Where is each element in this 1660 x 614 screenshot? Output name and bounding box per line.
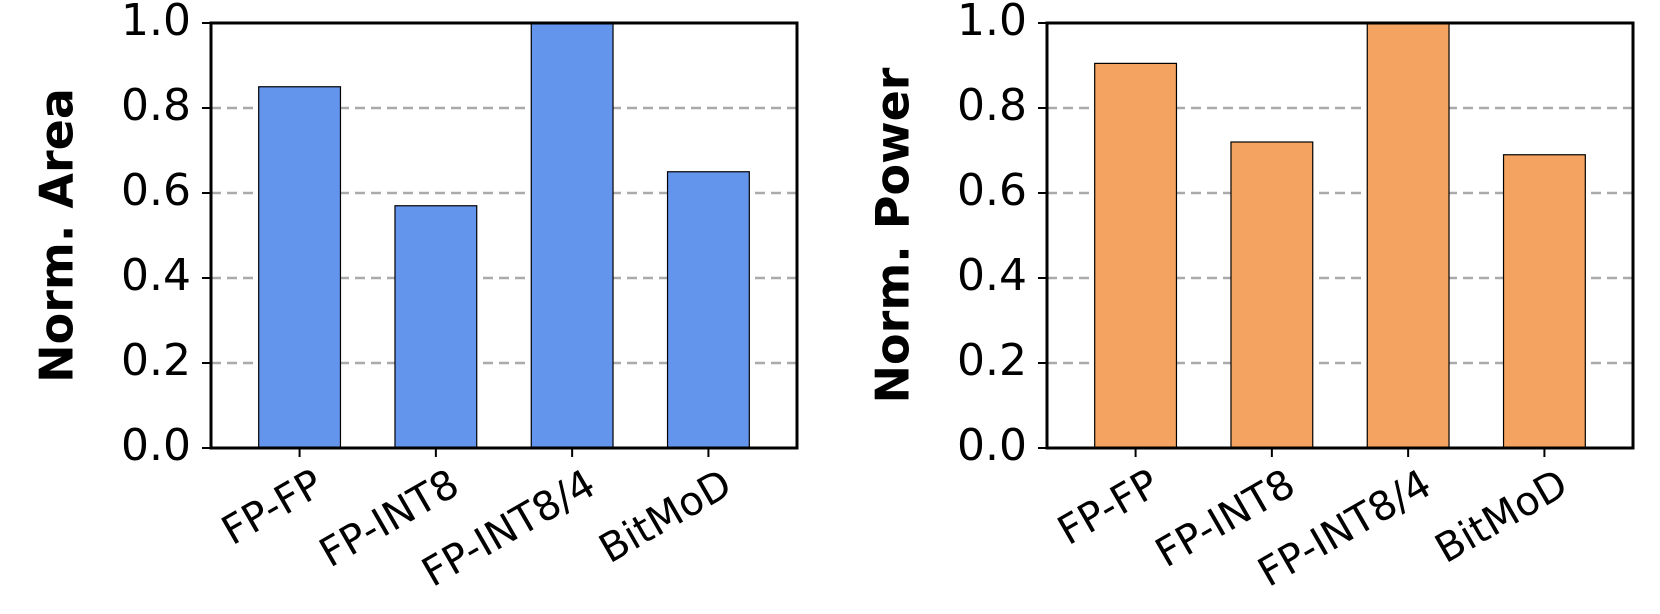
bar <box>1230 141 1314 449</box>
bar <box>1366 22 1450 449</box>
bar <box>1502 154 1586 449</box>
chart: 0.00.20.40.60.81.0FP-FPFP-INT8FP-INT8/4B… <box>866 0 1635 596</box>
bar <box>666 171 750 449</box>
y-axis-label: Norm. Power <box>866 67 920 403</box>
y-tick-label: 1.0 <box>957 0 1027 46</box>
y-axis-label: Norm. Area <box>30 88 84 383</box>
chart: 0.00.20.40.60.81.0FP-FPFP-INT8FP-INT8/4B… <box>30 0 799 596</box>
y-tick-label: 0.6 <box>121 165 191 216</box>
bar <box>394 205 478 449</box>
x-tick-label: BitMoD <box>1428 461 1576 573</box>
y-tick-label: 0.4 <box>121 250 191 301</box>
y-tick-label: 0.2 <box>957 335 1027 386</box>
y-tick-label: 0.0 <box>957 420 1027 471</box>
y-tick-label: 0.4 <box>957 250 1027 301</box>
x-tick-label: BitMoD <box>592 461 740 573</box>
y-tick-label: 0.8 <box>957 80 1027 131</box>
y-tick-label: 0.0 <box>121 420 191 471</box>
plot-frame <box>1045 21 1635 450</box>
y-tick-label: 1.0 <box>121 0 191 46</box>
plot-frame <box>209 21 799 450</box>
y-tick-label: 0.6 <box>957 165 1027 216</box>
bar <box>1094 62 1178 449</box>
bar <box>258 86 342 449</box>
y-tick-label: 0.2 <box>121 335 191 386</box>
y-tick-label: 0.8 <box>121 80 191 131</box>
bar <box>530 22 614 449</box>
